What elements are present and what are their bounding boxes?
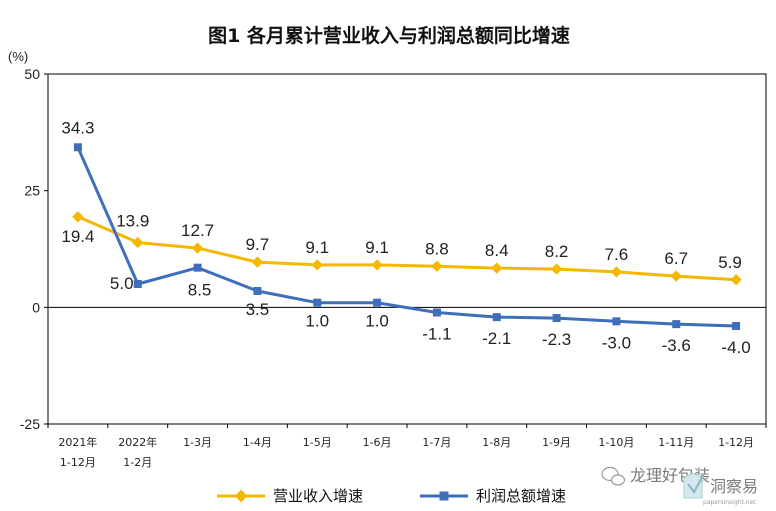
x-tick-label: 2022年 (118, 435, 157, 449)
y-unit-label: (%) (8, 49, 28, 64)
x-axis-ticks: 2021年 1-12月 2022年 1-2月 1-3月 1-4月 1-5月 1-6月 1-7月 1… (47, 424, 767, 469)
x-tick-label: 1-12月 (60, 456, 96, 469)
revenue-data-label: 9.7 (246, 235, 270, 254)
x-tick-label: 1-12月 (718, 436, 754, 449)
x-tick-label: 1-8月 (482, 436, 511, 449)
legend-item-revenue: 营业收入增速 (217, 487, 363, 505)
revenue-data-label: 13.9 (116, 211, 149, 230)
profit-data-label: 1.0 (305, 312, 329, 331)
profit-data-label: 8.5 (188, 281, 212, 300)
revenue-point (491, 262, 503, 274)
profit-data-label: 3.5 (246, 300, 270, 319)
legend-marker-revenue (234, 489, 248, 503)
profit-point (313, 298, 322, 307)
x-tick-label: 1-7月 (422, 436, 451, 449)
brand-logo-icon (683, 473, 705, 499)
x-tick-label: 1-6月 (363, 436, 392, 449)
profit-point (133, 280, 142, 288)
profit-point (73, 143, 82, 152)
revenue-data-label: 8.8 (425, 239, 449, 258)
profit-data-label: -3.0 (602, 333, 631, 352)
x-tick-label: 1-4月 (243, 436, 272, 449)
x-tick-label: 1-10月 (598, 436, 634, 449)
profit-data-label: -2.1 (482, 329, 511, 348)
revenue-point (371, 259, 383, 271)
revenue-point (610, 266, 623, 278)
series-line-profit (76, 146, 737, 328)
series-lines (72, 143, 742, 330)
revenue-point (431, 260, 443, 272)
profit-point (552, 314, 561, 323)
x-tick-label: 2021年 (58, 435, 97, 449)
revenue-point (251, 256, 264, 268)
revenue-data-label: 8.2 (545, 242, 569, 261)
revenue-data-label: 6.7 (664, 249, 688, 268)
profit-point (612, 317, 621, 326)
data-labels: 19.4 13.9 12.7 9.7 9.1 9.1 8.8 8.4 8.2 7.6 6.7 5.9 3… (61, 118, 750, 357)
legend-item-profit: 利润总额增速 (420, 487, 566, 505)
revenue-data-label: 9.1 (305, 238, 329, 257)
x-tick-label: 1-2月 (123, 456, 152, 469)
profit-point (492, 313, 501, 322)
revenue-point (191, 242, 204, 254)
y-tick-label: -25 (20, 416, 40, 432)
profit-data-label: 34.3 (61, 118, 94, 137)
revenue-data-label: 19.4 (61, 227, 94, 246)
profit-point (672, 320, 681, 329)
revenue-point (72, 211, 84, 223)
profit-point (732, 322, 741, 330)
y-tick-label: 50 (24, 66, 40, 82)
profit-point (373, 298, 382, 307)
x-tick-label: 1-9月 (542, 436, 571, 449)
revenue-data-label: 5.9 (718, 253, 742, 272)
profit-data-label: -3.6 (662, 336, 691, 355)
legend-label-revenue: 营业收入增速 (273, 487, 363, 505)
revenue-point (132, 236, 144, 249)
plot-area (47, 73, 767, 425)
legend-label-profit: 利润总额增速 (476, 487, 566, 505)
revenue-data-label: 12.7 (181, 221, 214, 240)
profit-point (253, 287, 262, 295)
chart-title: 图1 各月累计营业收入与利润总额同比增速 (208, 24, 570, 47)
revenue-data-label: 9.1 (365, 238, 389, 257)
revenue-data-label: 8.4 (485, 241, 509, 260)
profit-data-label: 1.0 (365, 312, 389, 331)
watermark: 龙理好包装 洞察易 papersinsight.net (601, 466, 758, 506)
watermark-logo-text: 洞察易 (710, 477, 758, 496)
legend: 营业收入增速 利润总额增速 (217, 487, 566, 505)
profit-data-label: 5.0 (110, 274, 134, 293)
y-tick-label: 25 (24, 183, 40, 199)
profit-data-label: -2.3 (542, 330, 571, 349)
wechat-icon (601, 466, 626, 486)
revenue-point (670, 270, 682, 282)
profit-point (193, 263, 202, 272)
plot-border (47, 73, 767, 425)
y-tick-label: 0 (32, 299, 40, 315)
revenue-point (550, 263, 563, 275)
y-axis-ticks: 50 25 0 -25 (20, 66, 48, 432)
x-tick-label: 1-11月 (658, 436, 694, 449)
x-tick-label: 1-5月 (303, 436, 332, 449)
series-line-revenue (77, 215, 737, 282)
profit-data-label: -4.0 (721, 338, 750, 357)
revenue-data-label: 7.6 (605, 245, 629, 264)
revenue-point (311, 259, 323, 271)
profit-data-label: -1.1 (422, 324, 451, 343)
profit-point (432, 308, 441, 317)
legend-marker-profit (439, 491, 449, 501)
watermark-logo-url: papersinsight.net (703, 499, 756, 506)
x-tick-label: 1-3月 (183, 436, 212, 449)
revenue-point (730, 274, 742, 286)
